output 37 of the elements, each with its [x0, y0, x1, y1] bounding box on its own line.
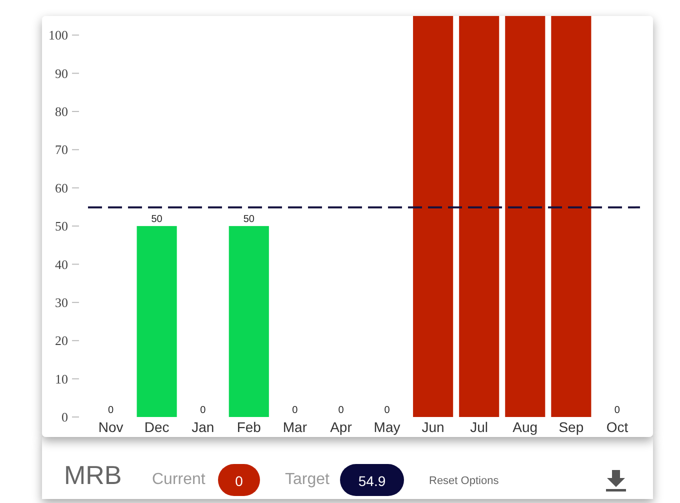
- data-label: 0: [338, 405, 344, 416]
- text: Target: [285, 471, 330, 488]
- data-label: 0: [614, 405, 620, 416]
- y-tick-label: 10: [55, 371, 68, 386]
- text: 0: [235, 473, 244, 489]
- text: Current: [152, 471, 206, 488]
- text: Reset Options: [429, 475, 500, 487]
- y-tick-label: 100: [48, 28, 68, 43]
- x-tick-label: Jun: [422, 419, 444, 435]
- text: MRB: [64, 460, 122, 490]
- data-label: 0: [292, 405, 298, 416]
- y-tick-label: 0: [62, 410, 68, 425]
- data-label: 0: [108, 405, 114, 416]
- y-tick-label: 50: [55, 218, 68, 234]
- y-tick-label: 70: [55, 142, 68, 158]
- data-label: 0: [384, 405, 390, 416]
- y-tick-label: 30: [55, 294, 68, 310]
- y-tick-label: 40: [55, 256, 68, 272]
- data-label: 0: [200, 405, 206, 416]
- data-label: 50: [243, 214, 255, 226]
- x-tick-label: Sep: [558, 419, 584, 435]
- data-label: 50: [151, 214, 163, 226]
- x-tick-label: Apr: [330, 419, 352, 435]
- x-tick-label: Jan: [192, 419, 214, 435]
- y-tick-label: 90: [55, 66, 68, 81]
- x-tick-label: Oct: [606, 419, 628, 435]
- y-tick-label: 80: [55, 104, 68, 120]
- y-tick-label: 60: [55, 180, 68, 196]
- y-tick-label: 20: [55, 333, 68, 348]
- text: 54.9: [358, 473, 386, 489]
- x-tick-label: Feb: [236, 419, 262, 435]
- x-tick-label: Aug: [512, 419, 538, 435]
- x-tick-label: Jul: [470, 419, 488, 435]
- x-tick-label: Nov: [98, 419, 124, 435]
- x-tick-label: Dec: [144, 419, 170, 435]
- x-tick-label: Mar: [282, 419, 308, 435]
- x-tick-label: May: [374, 419, 400, 435]
